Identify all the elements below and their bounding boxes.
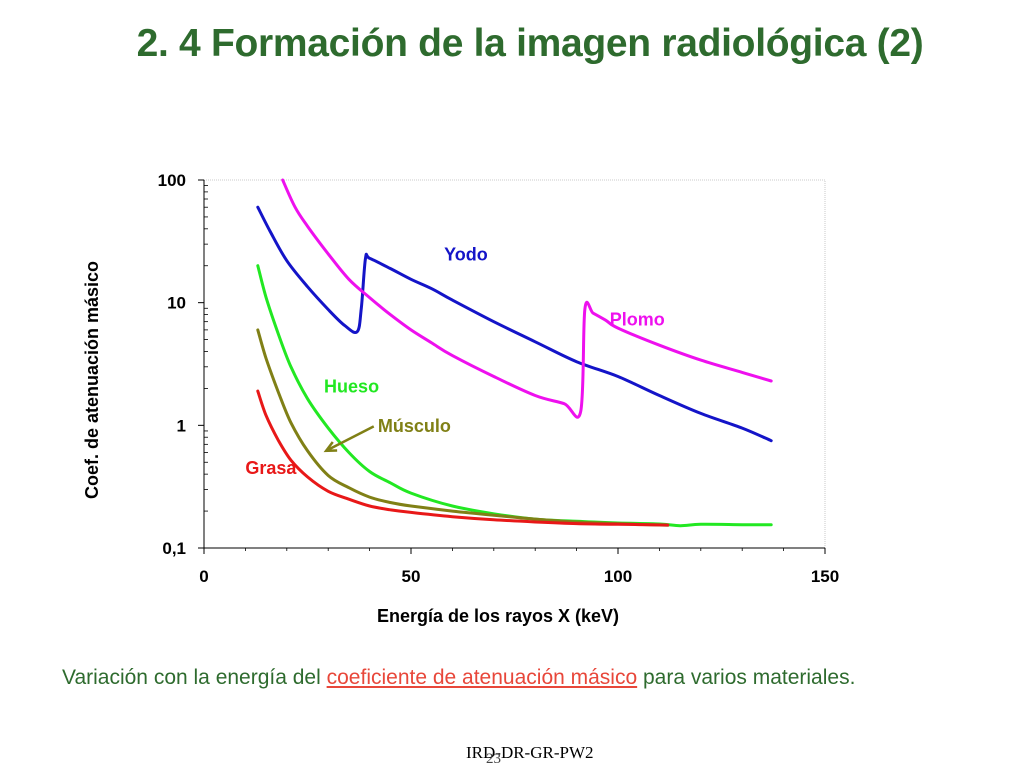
slide-title: 2. 4 Formación de la imagen radiológica …	[136, 22, 924, 65]
caption-text-end: para varios materiales.	[637, 666, 856, 689]
x-tick-label: 0	[199, 567, 208, 586]
y-tick-label: 0,1	[162, 539, 186, 558]
musculo-arrow	[325, 425, 375, 452]
series-line-hueso	[256, 264, 773, 528]
caption-highlight: coeficiente de atenuación másico	[326, 666, 638, 689]
y-tick-label: 100	[158, 171, 186, 190]
series-layer	[256, 178, 773, 528]
axes: 0 50 100 150 0,1 1 10 100	[158, 171, 840, 586]
series-line-plomo	[281, 178, 773, 419]
y-axis-label: Coef. de atenuación másico	[82, 261, 102, 499]
footer-reference: IRD-DR-GR-PW2	[466, 743, 594, 762]
x-tick-label: 100	[604, 567, 632, 586]
y-tick-label: 10	[167, 294, 186, 313]
series-label: Músculo	[378, 416, 451, 436]
series-label: Hueso	[324, 377, 379, 397]
x-axis-label: Energía de los rayos X (keV)	[377, 606, 619, 626]
musculo-arrowhead	[323, 441, 338, 453]
series-line-musculo	[256, 328, 670, 527]
series-line-grasa	[256, 389, 670, 527]
x-tick-label: 50	[402, 567, 421, 586]
series-label: Yodo	[444, 245, 488, 265]
annotation-layer: Yodo Plomo Hueso Músculo Grasa	[245, 245, 664, 478]
x-tick-label: 150	[811, 567, 839, 586]
page-number: 23	[486, 751, 501, 767]
series-line-yodo	[256, 205, 773, 443]
caption: Variación con la energía del coeficiente…	[62, 664, 962, 692]
plot-area	[203, 179, 826, 549]
series-label: Grasa	[245, 458, 297, 478]
y-tick-label: 1	[177, 416, 186, 435]
series-label: Plomo	[610, 310, 665, 330]
caption-text: Variación con la energía del	[62, 666, 327, 689]
